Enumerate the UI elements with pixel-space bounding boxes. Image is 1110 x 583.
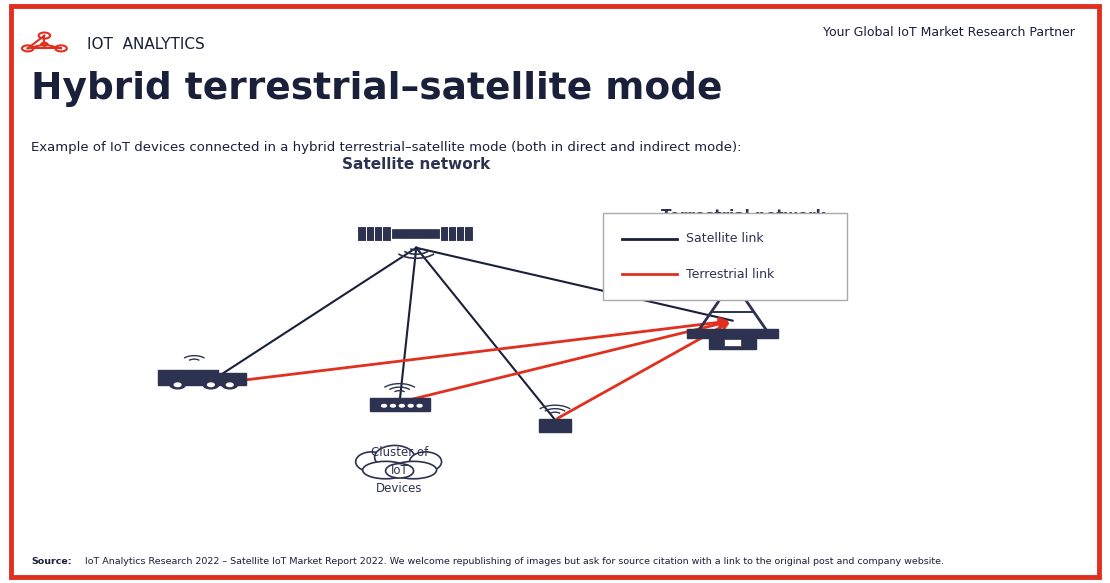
Text: IOT  ANALYTICS: IOT ANALYTICS (87, 37, 204, 52)
FancyBboxPatch shape (440, 226, 473, 241)
Circle shape (408, 405, 413, 407)
Text: Satellite network: Satellite network (342, 157, 491, 172)
Ellipse shape (355, 452, 387, 472)
Circle shape (203, 381, 219, 389)
Text: Terrestrial link: Terrestrial link (686, 268, 775, 281)
FancyBboxPatch shape (539, 419, 571, 432)
FancyBboxPatch shape (391, 229, 442, 238)
Text: Satellite link: Satellite link (686, 232, 764, 245)
Text: Terrestrial network: Terrestrial network (662, 209, 826, 224)
Ellipse shape (385, 463, 414, 478)
FancyBboxPatch shape (724, 339, 741, 346)
Text: IoT Analytics Research 2022 – Satellite IoT Market Report 2022. We welcome repub: IoT Analytics Research 2022 – Satellite … (82, 557, 945, 566)
Circle shape (208, 383, 214, 387)
FancyBboxPatch shape (370, 398, 430, 411)
FancyBboxPatch shape (357, 226, 391, 241)
Circle shape (391, 405, 395, 407)
Ellipse shape (410, 452, 442, 472)
Circle shape (226, 383, 233, 387)
Circle shape (417, 405, 422, 407)
Circle shape (400, 405, 404, 407)
Circle shape (41, 43, 48, 46)
Circle shape (222, 381, 238, 389)
Text: Hybrid terrestrial–satellite mode: Hybrid terrestrial–satellite mode (31, 71, 723, 107)
Text: Your Global IoT Market Research Partner: Your Global IoT Market Research Partner (823, 26, 1074, 39)
FancyBboxPatch shape (215, 373, 246, 385)
Circle shape (382, 405, 386, 407)
FancyBboxPatch shape (709, 335, 756, 349)
Text: Example of IoT devices connected in a hybrid terrestrial–satellite mode (both in: Example of IoT devices connected in a hy… (31, 141, 741, 154)
Circle shape (174, 383, 181, 387)
Ellipse shape (363, 461, 408, 479)
Circle shape (170, 381, 185, 389)
FancyBboxPatch shape (687, 329, 778, 338)
Ellipse shape (374, 445, 415, 469)
Ellipse shape (391, 461, 436, 479)
FancyBboxPatch shape (158, 370, 218, 385)
Text: Cluster of
IoT
Devices: Cluster of IoT Devices (371, 446, 428, 495)
Text: Source:: Source: (31, 557, 71, 566)
FancyBboxPatch shape (603, 213, 847, 300)
